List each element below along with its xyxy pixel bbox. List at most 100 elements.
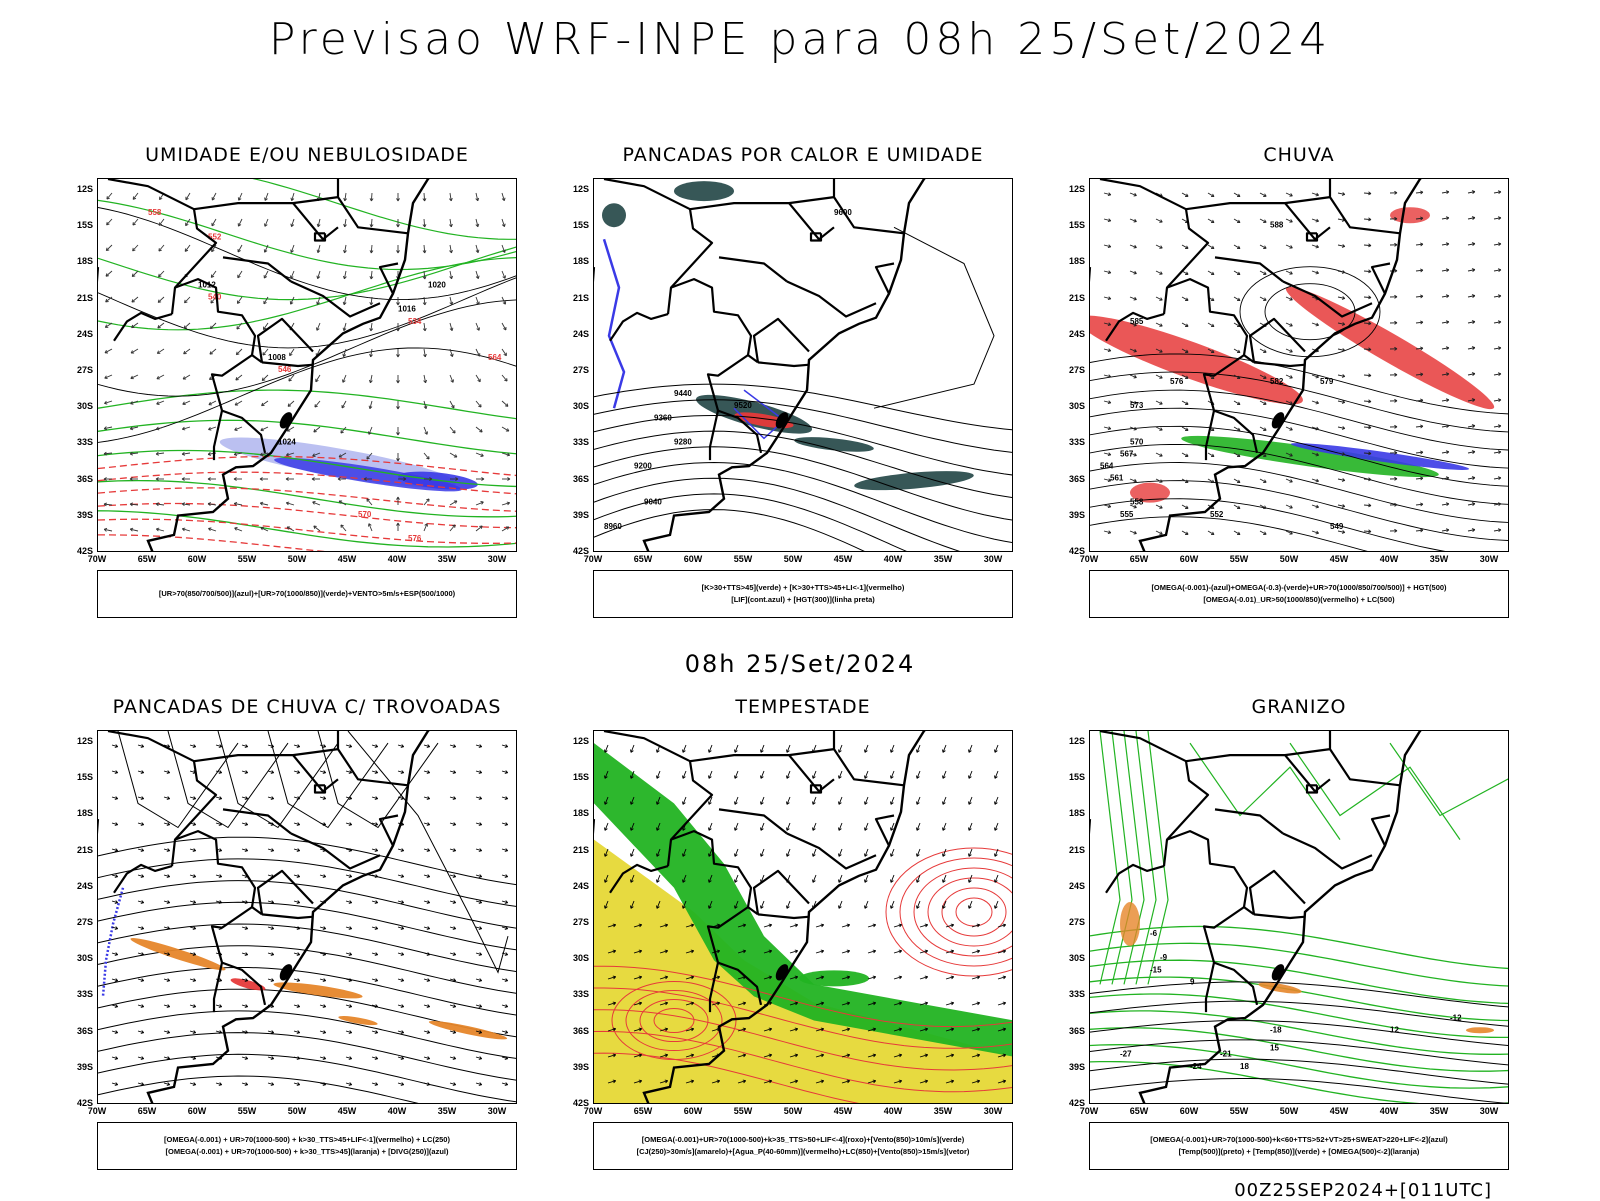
lat-tick-label: 39S xyxy=(67,1062,93,1072)
isobar-label: 1016 xyxy=(398,305,416,314)
legend-line: [K>30+TTS>45](verde) + [K>30+TTS>45+LI<-… xyxy=(702,582,905,594)
main-title: Previsao WRF-INPE para 08h 25/Set/2024 xyxy=(0,14,1600,65)
map-frame xyxy=(97,730,517,1104)
lat-tick-label: 24S xyxy=(1059,329,1085,339)
lon-tick-label: 70W xyxy=(82,554,112,564)
lat-tick-label: 24S xyxy=(1059,881,1085,891)
map-frame xyxy=(593,730,1013,1104)
temperature-label: -21 xyxy=(1220,1050,1232,1059)
thickness-label: 534 xyxy=(408,317,422,326)
lat-tick-label: 15S xyxy=(1059,772,1085,782)
lat-tick-label: 30S xyxy=(563,401,589,411)
temperature-label: 15 xyxy=(1270,1044,1279,1053)
lat-tick-label: 18S xyxy=(67,808,93,818)
height-label: 588 xyxy=(1270,220,1284,229)
lat-tick-label: 18S xyxy=(1059,256,1085,266)
lat-tick-label: 12S xyxy=(563,184,589,194)
lon-tick-label: 50W xyxy=(282,554,312,564)
panel-title: PANCADAS POR CALOR E UMIDADE xyxy=(553,144,1053,166)
lon-tick-label: 40W xyxy=(382,554,412,564)
height-label: 561 xyxy=(1110,474,1124,483)
lon-tick-label: 35W xyxy=(928,1106,958,1116)
lat-tick-label: 36S xyxy=(67,1026,93,1036)
lat-tick-label: 33S xyxy=(1059,437,1085,447)
legend-line: [OMEGA(-0.001) + UR>70(1000-500) + k>30_… xyxy=(164,1134,450,1146)
lon-tick-label: 65W xyxy=(628,554,658,564)
legend-box: [OMEGA(-0.001)+UR>70(1000-500)+k<60+TTS>… xyxy=(1089,1122,1509,1170)
lat-tick-label: 12S xyxy=(1059,184,1085,194)
lon-tick-label: 70W xyxy=(82,1106,112,1116)
thickness-label: 540 xyxy=(208,293,222,302)
lon-tick-label: 40W xyxy=(1374,1106,1404,1116)
lat-tick-label: 30S xyxy=(67,953,93,963)
lat-tick-label: 27S xyxy=(563,917,589,927)
lat-tick-label: 21S xyxy=(1059,845,1085,855)
thickness-label: 564 xyxy=(488,353,502,362)
lon-tick-label: 30W xyxy=(482,554,512,564)
temperature-label: 18 xyxy=(1240,1062,1249,1071)
legend-line: [LIF](cont.azul) + [HGT(300)](linha pret… xyxy=(731,594,875,606)
lon-tick-label: 55W xyxy=(1224,1106,1254,1116)
height-label: 9040 xyxy=(644,498,662,507)
lat-tick-label: 24S xyxy=(67,329,93,339)
lat-tick-label: 12S xyxy=(1059,736,1085,746)
lat-tick-label: 18S xyxy=(1059,808,1085,818)
height-label: 558 xyxy=(1130,498,1144,507)
lon-tick-label: 50W xyxy=(778,554,808,564)
height-label: 564 xyxy=(1100,462,1114,471)
thickness-label: 552 xyxy=(208,232,222,241)
lat-tick-label: 21S xyxy=(563,293,589,303)
map-canvas xyxy=(594,731,1013,1104)
height-label: 570 xyxy=(1130,437,1144,446)
thickness-label: 576 xyxy=(408,534,422,543)
lon-tick-label: 45W xyxy=(828,554,858,564)
lon-tick-label: 40W xyxy=(1374,554,1404,564)
lon-tick-label: 65W xyxy=(132,554,162,564)
lon-tick-label: 70W xyxy=(1074,1106,1104,1116)
lon-tick-label: 60W xyxy=(182,554,212,564)
lon-tick-label: 50W xyxy=(1274,554,1304,564)
lat-tick-label: 15S xyxy=(563,772,589,782)
temperature-label: -27 xyxy=(1120,1050,1132,1059)
lat-tick-label: 36S xyxy=(67,474,93,484)
temperature-label: 9 xyxy=(1190,977,1195,986)
lat-tick-label: 27S xyxy=(67,365,93,375)
lat-tick-label: 15S xyxy=(1059,220,1085,230)
thickness-label: 558 xyxy=(148,208,162,217)
height-label: 555 xyxy=(1120,510,1134,519)
panel-title: UMIDADE E/OU NEBULOSIDADE xyxy=(57,144,557,166)
temperature-label: -18 xyxy=(1270,1026,1282,1035)
temperature-label: -15 xyxy=(1150,965,1162,974)
lon-tick-label: 40W xyxy=(878,1106,908,1116)
height-label: 582 xyxy=(1270,377,1284,386)
thickness-label: 546 xyxy=(278,365,292,374)
lat-tick-label: 21S xyxy=(67,293,93,303)
lat-tick-label: 15S xyxy=(563,220,589,230)
height-label: 567 xyxy=(1120,449,1134,458)
legend-line: [OMEGA(-0.001)+UR>70(1000-500)+k<60+TTS>… xyxy=(1150,1134,1448,1146)
lon-tick-label: 35W xyxy=(432,1106,462,1116)
lat-tick-label: 24S xyxy=(563,881,589,891)
height-label: 9200 xyxy=(634,462,652,471)
lat-tick-label: 39S xyxy=(1059,1062,1085,1072)
lon-tick-label: 30W xyxy=(482,1106,512,1116)
lon-tick-label: 40W xyxy=(878,554,908,564)
lon-tick-label: 55W xyxy=(232,1106,262,1116)
lon-tick-label: 30W xyxy=(1474,554,1504,564)
lon-tick-label: 60W xyxy=(1174,1106,1204,1116)
temperature-label: -12 xyxy=(1450,1014,1462,1023)
legend-line: [OMEGA(-0.001) + UR>70(1000-500) + k>30_… xyxy=(165,1146,448,1158)
lat-tick-label: 12S xyxy=(67,184,93,194)
height-label: 9440 xyxy=(674,389,692,398)
height-label: 573 xyxy=(1130,401,1144,410)
lat-tick-label: 18S xyxy=(563,808,589,818)
lon-tick-label: 35W xyxy=(1424,1106,1454,1116)
legend-line: [Temp(500)](preto) + [Temp(850)](verde) … xyxy=(1179,1146,1420,1158)
legend-box: [K>30+TTS>45](verde) + [K>30+TTS>45+LI<-… xyxy=(593,570,1013,618)
legend-line: [CJ(250)>30m/s](amarelo)+[Agua_P(40-60mm… xyxy=(637,1146,970,1158)
lon-tick-label: 35W xyxy=(432,554,462,564)
height-label: 9280 xyxy=(674,437,692,446)
